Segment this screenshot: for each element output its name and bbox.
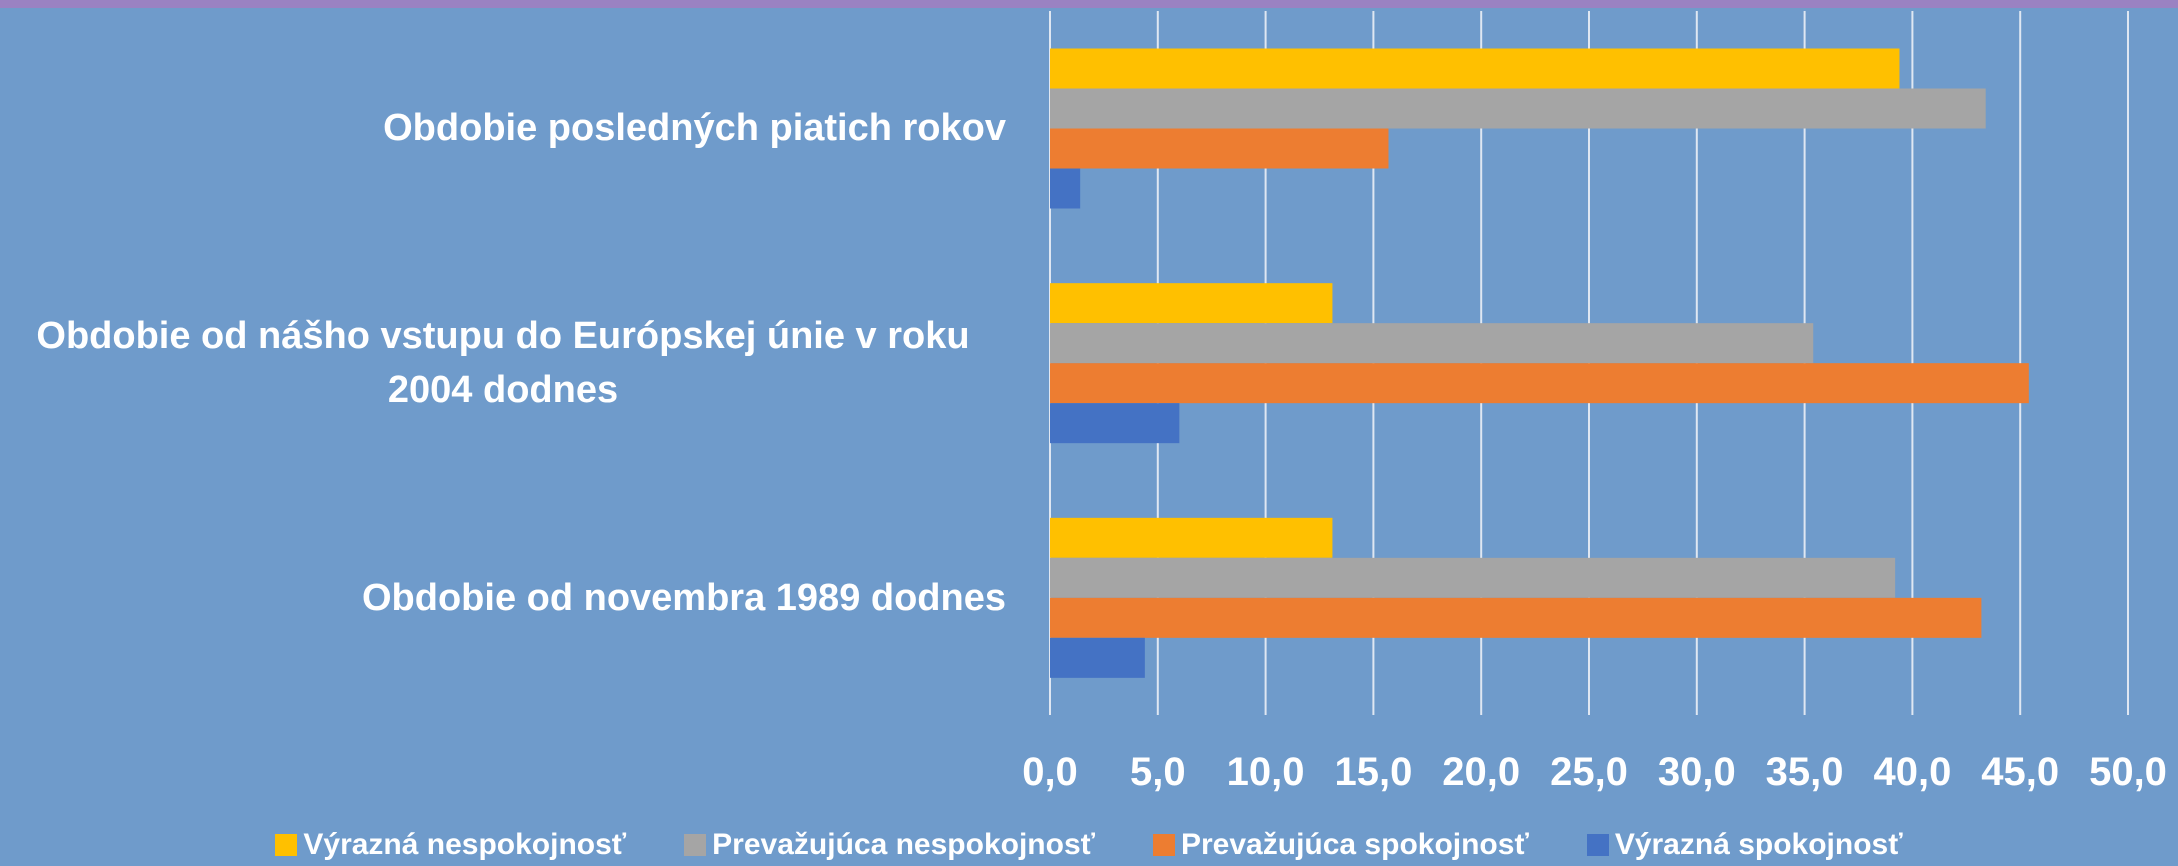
legend-swatch — [1586, 834, 1609, 856]
bar — [1050, 403, 1180, 444]
category-text: Obdobie od nášho vstupu do Európskej úni… — [36, 315, 970, 411]
x-tick-label: 25,0 — [1550, 750, 1628, 794]
legend-label: Výrazná spokojnosť — [1614, 828, 1903, 861]
x-tick-label: 40,0 — [1873, 750, 1952, 794]
bar — [1050, 48, 1900, 89]
category-label: Obdobie od novembra 1989 dodnes — [0, 571, 1006, 625]
category-text: Obdobie posledných piatich rokov — [383, 107, 1006, 150]
x-tick-label: 50,0 — [2089, 750, 2167, 794]
bar — [1050, 557, 1896, 598]
bar — [1050, 168, 1081, 209]
bar — [1050, 283, 1333, 324]
x-tick-label: 30,0 — [1657, 750, 1736, 794]
legend-swatch — [1153, 834, 1175, 856]
category-text: Obdobie od novembra 1989 dodnes — [361, 576, 1006, 619]
bar — [1050, 88, 1986, 129]
top-strip — [0, 0, 2178, 8]
legend-label: Prevažujúca spokojnosť — [1181, 828, 1529, 861]
x-tick-label: 20,0 — [1442, 750, 1521, 794]
bar — [1050, 517, 1333, 558]
legend-item: Prevažujúca spokojnosť — [1153, 828, 1529, 862]
bar — [1050, 597, 1982, 638]
x-tick-label: 10,0 — [1226, 750, 1305, 794]
x-tick-label: 15,0 — [1334, 750, 1413, 794]
x-tick-label: 0,0 — [1022, 750, 1078, 794]
legend-item: Výrazná nespokojnosť — [275, 828, 626, 862]
x-tick-label: 5,0 — [1129, 750, 1186, 794]
legend-label: Prevažujúca nespokojnosť — [712, 828, 1095, 861]
bar — [1050, 323, 1814, 364]
category-label: Obdobie posledných piatich rokov — [0, 101, 1006, 155]
bar — [1050, 128, 1389, 169]
category-label: Obdobie od nášho vstupu do Európskej úni… — [0, 309, 1006, 417]
legend-item: Výrazná spokojnosť — [1586, 828, 1903, 862]
legend-swatch — [684, 834, 707, 856]
bar — [1050, 637, 1145, 678]
bar — [1050, 363, 2029, 404]
legend-swatch — [275, 834, 298, 856]
legend: Výrazná nespokojnosť Prevažujúca nespokoj… — [0, 828, 2178, 862]
legend-label: Výrazná nespokojnosť — [303, 828, 627, 861]
x-tick-label: 45,0 — [1981, 750, 2060, 794]
legend-item: Prevažujúca nespokojnosť — [684, 828, 1095, 862]
x-tick-label: 35,0 — [1765, 750, 1844, 794]
